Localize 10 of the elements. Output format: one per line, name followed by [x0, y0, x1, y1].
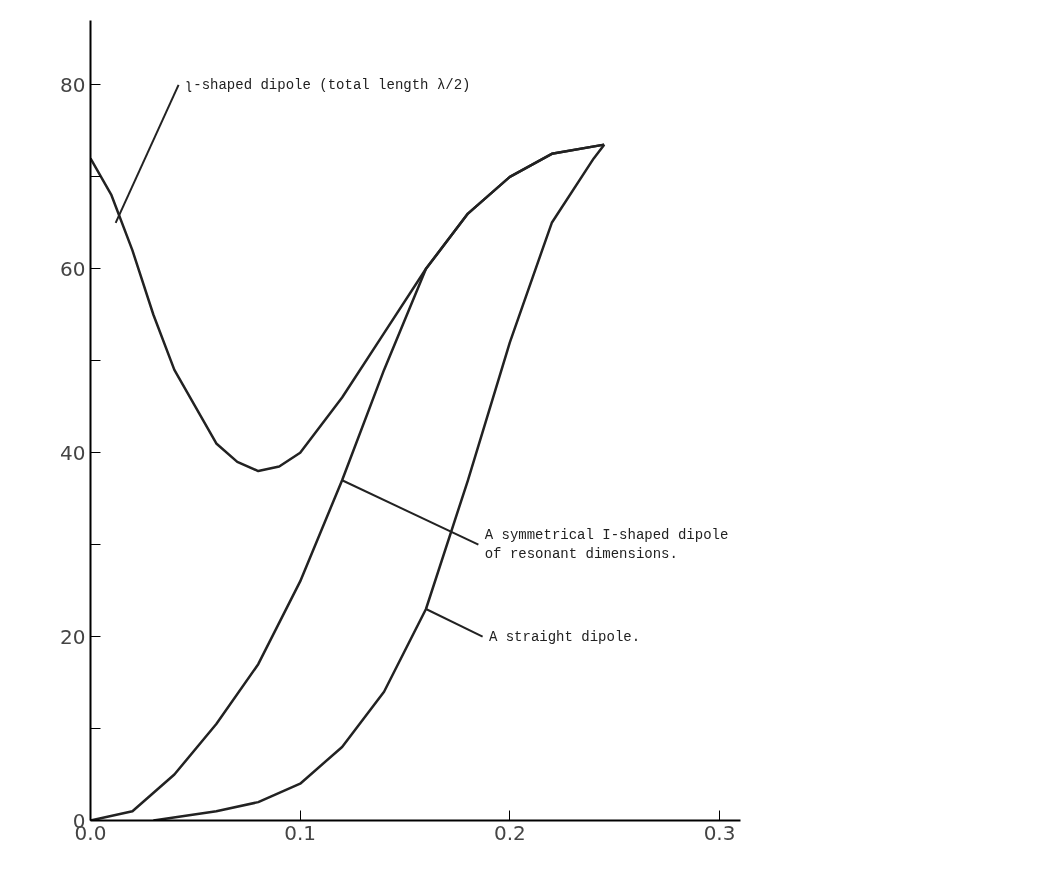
y-tick-label: 20	[60, 624, 86, 649]
y-tick-label: 40	[60, 440, 86, 465]
y-tick-label: 80	[60, 72, 86, 97]
annotation: A symmetrical I-shaped dipole of resonant dimensions.	[484, 527, 729, 563]
x-tick-label: 0.2	[493, 820, 526, 845]
annotation: ʅ-shaped dipole (total length λ/2)	[184, 76, 471, 93]
x-tick-label: 0.1	[284, 820, 317, 845]
annotation: A straight dipole.	[488, 628, 641, 645]
x-tick-label: 0.3	[703, 820, 736, 845]
y-tick-label: 60	[60, 256, 86, 281]
